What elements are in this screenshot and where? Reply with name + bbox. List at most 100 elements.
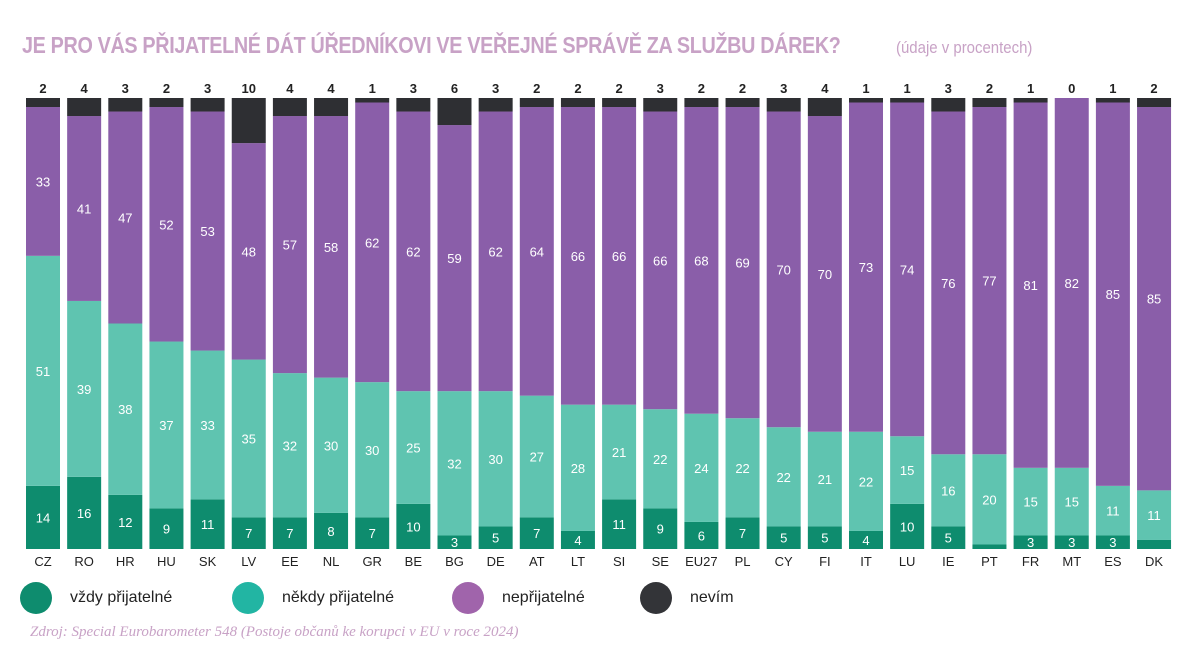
bar-segment-never-it [849,102,883,432]
data-label-never-si: 66 [612,249,626,264]
bar-segment-never-hu [149,107,184,342]
bar-segment-always-be [396,503,431,549]
bar-segment-never-pt [972,107,1007,455]
data-label-dontknow-hu: 2 [163,81,170,96]
data-label-always-hr: 12 [118,515,132,530]
data-label-never-at: 64 [530,244,544,259]
data-label-never-dk: 85 [1147,292,1161,307]
bar-segment-dontknow-at [519,98,554,108]
bar-segment-dontknow-be [396,98,431,112]
data-label-never-hr: 47 [118,211,132,226]
data-label-sometimes-fr: 15 [1023,495,1037,510]
bar-segment-dontknow-ie [931,98,966,112]
bar-segment-always-cy [766,526,801,549]
data-label-always-de: 5 [492,531,499,546]
data-label-never-ro: 41 [77,201,91,216]
bar-segment-dontknow-hu [149,98,184,108]
bar-segment-sometimes-cz [26,255,60,486]
data-label-dontknow-pl: 2 [739,81,746,96]
bar-segment-always-lv [231,517,266,549]
data-label-never-fr: 81 [1023,278,1037,293]
data-label-always-bg: 3 [451,535,458,550]
bar-segment-sometimes-si [602,404,637,500]
data-label-never-lu: 74 [900,262,914,277]
category-label-at: AT [529,554,545,569]
data-label-sometimes-be: 25 [406,441,420,456]
data-label-always-fr: 3 [1027,535,1034,550]
data-label-sometimes-dk: 11 [1147,508,1161,523]
category-label-lt: LT [571,554,585,569]
bar-segment-never-ie [931,111,966,455]
data-label-always-cy: 5 [780,531,787,546]
bar-segment-always-se [643,508,678,549]
bar-segment-never-lv [231,143,266,360]
category-label-de: DE [487,554,505,569]
bar-segment-always-ro [67,476,102,549]
bar-segment-never-de [478,111,513,392]
data-label-sometimes-ro: 39 [77,382,91,397]
legend-swatch-always [20,582,52,614]
category-label-it: IT [860,554,872,569]
data-label-dontknow-ro: 4 [81,81,89,96]
data-label-always-mt: 3 [1068,535,1075,550]
data-label-sometimes-pl: 22 [735,461,749,476]
chart-title: JE PRO VÁS PŘIJATELNÉ DÁT ÚŘEDNÍKOVI VE … [22,32,1051,59]
bar-segment-sometimes-cy [766,427,801,527]
bar-segment-never-dk [1137,107,1172,491]
bar-segment-always-fi [807,526,842,549]
bar-segment-always-si [602,499,637,549]
bar-segment-always-dk [1137,539,1172,549]
bar-segment-always-ee [272,517,307,549]
data-label-sometimes-hu: 37 [159,418,173,433]
data-label-always-lv: 7 [245,526,252,541]
bar-segment-sometimes-eu27 [684,413,719,522]
bar-segment-never-eu27 [684,107,719,414]
bar-segment-dontknow-hr [108,98,143,112]
bar-segment-dontknow-fi [807,98,842,117]
bar-segment-always-sk [190,499,225,549]
category-label-se: SE [652,554,670,569]
bar-segment-always-pt [972,544,1007,549]
category-label-hr: HR [116,554,135,569]
bar-segment-never-es [1095,102,1130,486]
data-label-dontknow-si: 2 [615,81,622,96]
data-label-never-cz: 33 [36,174,50,189]
data-label-always-be: 10 [406,519,420,534]
data-label-sometimes-pt: 20 [982,492,996,507]
legend-item-dontknow: nevím [640,582,734,614]
data-label-never-pl: 69 [735,256,749,271]
bar-segment-sometimes-ie [931,454,966,527]
bar-segment-sometimes-lt [560,404,595,531]
category-label-nl: NL [323,554,340,569]
data-label-dontknow-es: 1 [1109,81,1116,96]
category-label-bg: BG [445,554,464,569]
bar-segment-dontknow-sk [190,98,225,112]
data-label-sometimes-sk: 33 [200,418,214,433]
bar-segment-always-gr [355,517,390,549]
data-label-sometimes-gr: 30 [365,443,379,458]
bar-segment-dontknow-fr [1013,98,1048,103]
category-label-es: ES [1104,554,1122,569]
data-label-dontknow-nl: 4 [327,81,335,96]
chart-subtitle: (údaje v procentech) [895,38,1033,57]
bar-segment-dontknow-ro [67,98,102,117]
bar-segment-always-pl [725,517,760,549]
bar-segment-never-gr [355,102,390,383]
bar-segment-always-at [519,517,554,549]
data-label-always-nl: 8 [327,524,334,539]
data-label-never-be: 62 [406,244,420,259]
data-label-sometimes-hr: 38 [118,402,132,417]
bar-segment-dontknow-es [1095,98,1130,103]
bar-segment-sometimes-fi [807,431,842,527]
bar-segment-never-fr [1013,102,1048,468]
data-label-never-bg: 59 [447,251,461,266]
bar-segment-dontknow-cz [26,98,60,108]
category-label-ee: EE [281,554,299,569]
bar-segment-never-cz [26,107,60,256]
category-label-cy: CY [775,554,793,569]
data-label-dontknow-fi: 4 [821,81,829,96]
bar-segment-never-ro [67,116,102,301]
legend-item-never: nepřijatelné [452,582,585,614]
data-label-never-mt: 82 [1065,276,1079,291]
category-label-sk: SK [199,554,217,569]
